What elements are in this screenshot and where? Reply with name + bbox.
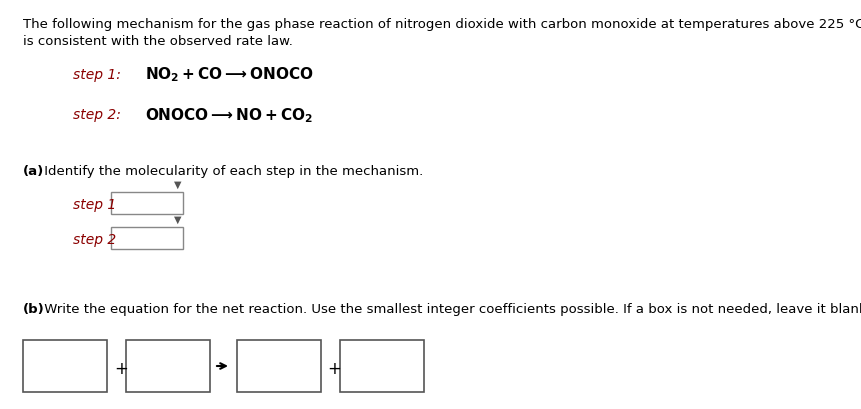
Text: +: +: [327, 360, 341, 378]
Text: $\mathbf{NO_2 + CO \longrightarrow ONOCO}$: $\mathbf{NO_2 + CO \longrightarrow ONOCO…: [146, 65, 313, 84]
Text: Write the equation for the net reaction. Use the smallest integer coefficients p: Write the equation for the net reaction.…: [40, 303, 861, 316]
Text: step 2: step 2: [72, 233, 115, 247]
Text: (a): (a): [23, 165, 44, 178]
FancyBboxPatch shape: [111, 192, 183, 214]
FancyBboxPatch shape: [111, 227, 183, 249]
Text: (b): (b): [23, 303, 45, 316]
Text: step 1:: step 1:: [72, 68, 121, 82]
Text: $\mathbf{ONOCO \longrightarrow NO + CO_2}$: $\mathbf{ONOCO \longrightarrow NO + CO_2…: [146, 106, 313, 125]
FancyBboxPatch shape: [126, 340, 210, 392]
Text: ▼: ▼: [173, 215, 181, 225]
Text: step 2:: step 2:: [72, 108, 121, 122]
FancyBboxPatch shape: [237, 340, 320, 392]
FancyBboxPatch shape: [23, 340, 107, 392]
Text: Identify the molecularity of each step in the mechanism.: Identify the molecularity of each step i…: [40, 165, 423, 178]
FancyBboxPatch shape: [340, 340, 424, 392]
Text: +: +: [115, 360, 128, 378]
Text: The following mechanism for the gas phase reaction of nitrogen dioxide with carb: The following mechanism for the gas phas…: [23, 18, 861, 31]
Text: step 1: step 1: [72, 198, 115, 212]
Text: ▼: ▼: [173, 180, 181, 190]
Text: is consistent with the observed rate law.: is consistent with the observed rate law…: [23, 35, 293, 48]
